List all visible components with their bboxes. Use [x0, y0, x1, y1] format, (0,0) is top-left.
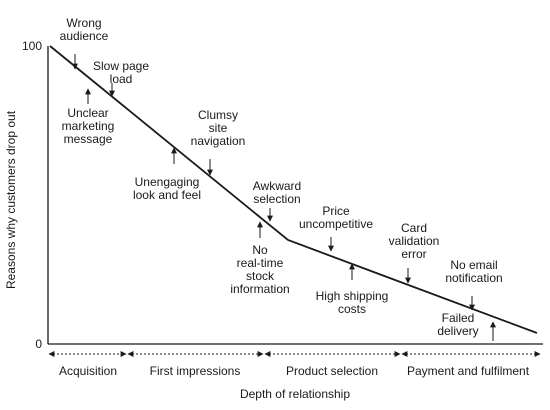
- annotation-1: Slow page load: [93, 59, 149, 97]
- y-tick-0: 0: [35, 337, 42, 351]
- stage-label-product-selection: Product selection: [286, 364, 378, 378]
- annotation-label: Failed delivery: [437, 311, 478, 338]
- annotation-label: Clumsy site navigation: [191, 108, 246, 148]
- annotation-label: No email notification: [445, 258, 502, 285]
- annotation-5: Awkward selection: [253, 179, 301, 222]
- annotation-7: Price uncompetitive: [299, 204, 373, 252]
- annotation-label: Unclear marketing message: [62, 106, 115, 146]
- dropout-curve: [49, 45, 538, 334]
- annotations: Wrong audience Slow page load Unclear marketi…: [60, 16, 503, 341]
- annotation-label: Card validation error: [389, 221, 440, 261]
- annotation-label: Price uncompetitive: [299, 204, 373, 231]
- annotation-0: Wrong audience: [60, 16, 109, 70]
- stage-label-acquisition: Acquisition: [59, 364, 117, 378]
- y-tick-100: 100: [22, 39, 42, 53]
- annotation-6: No real-time stock information: [230, 221, 290, 296]
- annotation-label: No real-time stock information: [230, 243, 289, 296]
- annotation-label: Unengaging look and feel: [133, 175, 201, 202]
- annotation-label: Awkward selection: [253, 179, 301, 206]
- y-axis-title: Reasons why customers drop out: [4, 110, 18, 289]
- annotation-10: No email notification: [445, 258, 503, 311]
- annotation-label: Wrong audience: [60, 16, 109, 43]
- stage-label-payment: Payment and fulfilment: [407, 364, 530, 378]
- annotation-11: Failed delivery: [437, 311, 496, 341]
- stage-label-first-impressions: First impressions: [150, 364, 241, 378]
- annotation-label: High shipping costs: [316, 289, 389, 316]
- annotation-4: Unengaging look and feel: [133, 147, 201, 202]
- x-axis-title: Depth of relationship: [240, 387, 350, 401]
- annotation-3: Clumsy site navigation: [191, 108, 246, 176]
- annotation-label: Slow page load: [93, 59, 149, 86]
- annotation-9: Card validation error: [389, 221, 440, 284]
- annotation-2: Unclear marketing message: [62, 88, 115, 146]
- annotation-8: High shipping costs: [316, 263, 389, 316]
